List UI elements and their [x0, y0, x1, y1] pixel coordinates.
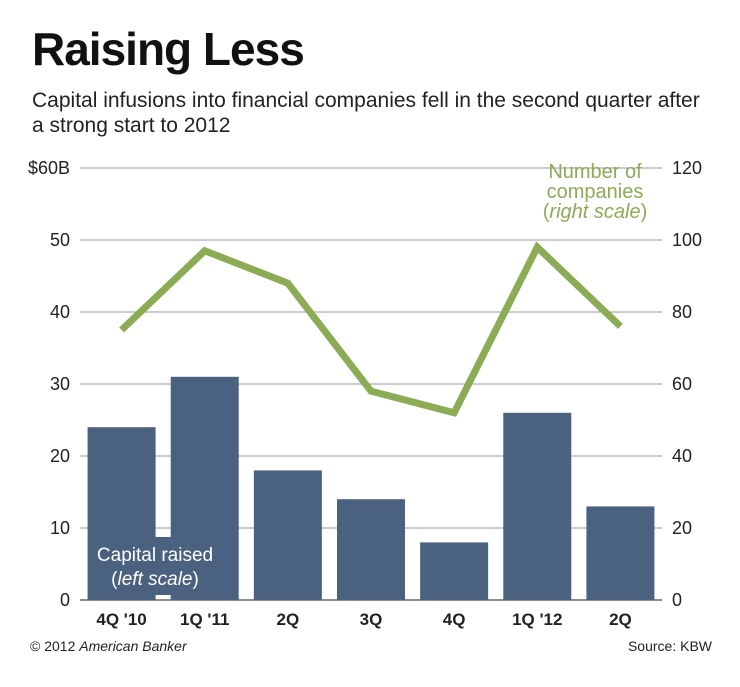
bar-legend: Capital raised (left scale)	[88, 537, 222, 595]
bar-legend-background	[88, 537, 222, 595]
x-tick-label: 4Q	[443, 610, 466, 629]
x-tick-label: 3Q	[360, 610, 383, 629]
right-tick-label: 80	[672, 302, 692, 322]
x-tick-label: 1Q '12	[512, 610, 562, 629]
right-tick-label: 20	[672, 518, 692, 538]
right-tick-label: 40	[672, 446, 692, 466]
copyright-year: © 2012	[30, 638, 76, 654]
bar	[253, 470, 322, 600]
x-tick-label: 1Q '11	[180, 610, 229, 629]
left-tick-label: $60B	[28, 158, 70, 178]
right-axis: 120 100 80 60 40 20 0	[672, 158, 702, 610]
bar-legend-line2: (left scale)	[111, 569, 199, 590]
publisher-name: American Banker	[79, 638, 187, 654]
bar-legend-line1: Capital raised	[97, 545, 213, 566]
line-legend-line1: Number of	[548, 161, 642, 183]
x-axis: 4Q '10 1Q '11 2Q 3Q 4Q 1Q '12 2Q	[96, 610, 631, 629]
source-note: Source: KBW	[627, 638, 712, 654]
x-tick-label: 4Q '10	[96, 610, 146, 629]
line-legend-line3: (right scale)	[543, 201, 648, 223]
bar	[337, 499, 405, 600]
bar	[420, 542, 489, 600]
bar-series	[87, 376, 655, 600]
right-tick-label: 100	[672, 230, 702, 250]
left-tick-label: 30	[50, 374, 70, 394]
left-tick-label: 40	[50, 302, 70, 322]
left-tick-label: 20	[50, 446, 70, 466]
left-tick-label: 10	[50, 518, 70, 538]
companies-line	[119, 241, 623, 417]
x-tick-label: 2Q	[277, 610, 300, 629]
line-legend-line2: companies	[547, 181, 644, 203]
line-legend: Number of companies (right scale)	[543, 161, 648, 223]
bar	[503, 412, 572, 600]
left-axis: $60B 50 40 30 20 10 0	[28, 158, 70, 610]
chart-subtitle: Capital infusions into financial compani…	[32, 89, 700, 137]
right-tick-label: 0	[672, 590, 682, 610]
x-tick-label: 2Q	[609, 610, 632, 629]
copyright-note: © 2012 American Banker	[30, 638, 187, 654]
bar	[586, 506, 655, 600]
chart-title: Raising Less	[32, 23, 305, 75]
left-tick-label: 0	[60, 590, 70, 610]
right-tick-label: 60	[672, 374, 692, 394]
right-tick-label: 120	[672, 158, 702, 178]
left-tick-label: 50	[50, 230, 70, 250]
